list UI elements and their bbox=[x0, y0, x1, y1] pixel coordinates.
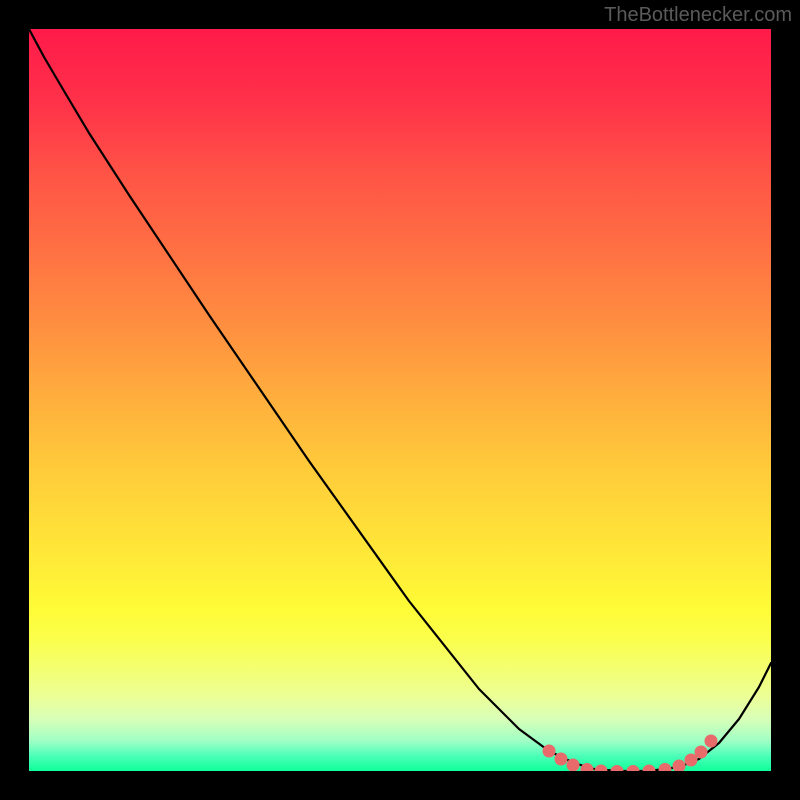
valley-dot bbox=[695, 746, 708, 759]
valley-dot bbox=[567, 759, 580, 772]
valley-dot bbox=[705, 735, 718, 748]
valley-dot bbox=[555, 753, 568, 766]
gradient-background bbox=[29, 29, 771, 771]
plot-svg bbox=[29, 29, 771, 771]
watermark-text: TheBottlenecker.com bbox=[604, 4, 792, 27]
valley-dot bbox=[543, 745, 556, 758]
